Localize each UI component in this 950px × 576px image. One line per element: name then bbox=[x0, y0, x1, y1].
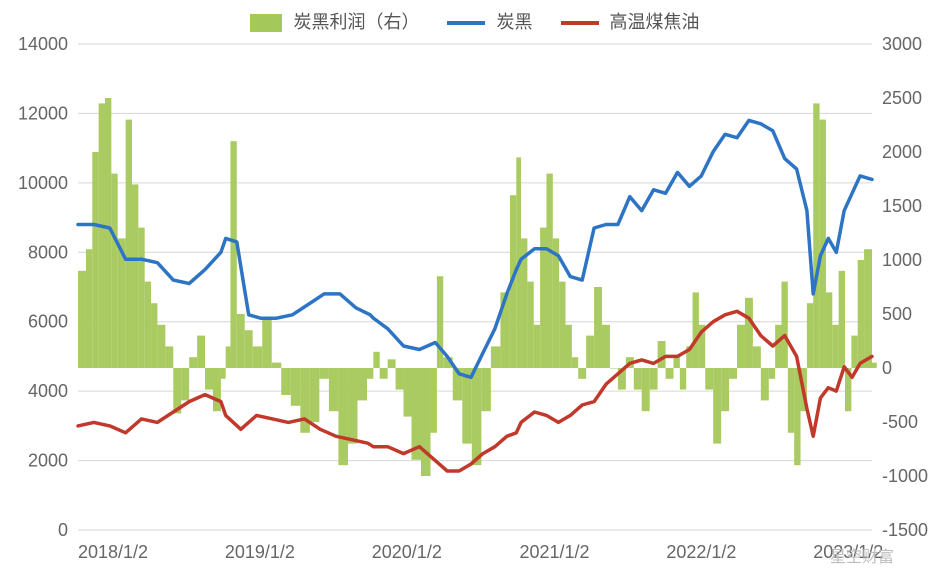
area-swatch-icon bbox=[250, 14, 282, 32]
line-swatch-icon bbox=[447, 21, 485, 25]
svg-text:6000: 6000 bbox=[28, 312, 68, 332]
legend: 炭黑利润（右） 炭黑 高温煤焦油 bbox=[0, 0, 950, 34]
legend-item-coal-tar: 高温煤焦油 bbox=[561, 8, 700, 34]
legend-label: 高温煤焦油 bbox=[610, 12, 700, 32]
svg-text:10000: 10000 bbox=[18, 173, 68, 193]
svg-text:3000: 3000 bbox=[882, 34, 922, 54]
svg-text:-1500: -1500 bbox=[882, 520, 928, 540]
price-profit-chart: 02000400060008000100001200014000-1500-10… bbox=[0, 34, 950, 574]
legend-item-carbon-black: 炭黑 bbox=[447, 8, 532, 34]
profit-area bbox=[78, 98, 877, 476]
line-swatch-icon bbox=[561, 21, 599, 25]
svg-text:12000: 12000 bbox=[18, 103, 68, 123]
svg-text:0: 0 bbox=[58, 520, 68, 540]
svg-text:0: 0 bbox=[882, 358, 892, 378]
legend-label: 炭黑利润（右） bbox=[293, 12, 419, 32]
legend-item-profit: 炭黑利润（右） bbox=[250, 8, 419, 34]
svg-text:2022/1/2: 2022/1/2 bbox=[666, 542, 736, 562]
svg-text:2021/1/2: 2021/1/2 bbox=[519, 542, 589, 562]
svg-text:-1000: -1000 bbox=[882, 466, 928, 486]
svg-text:2000: 2000 bbox=[28, 451, 68, 471]
svg-text:2020/1/2: 2020/1/2 bbox=[372, 542, 442, 562]
svg-text:4000: 4000 bbox=[28, 381, 68, 401]
svg-text:14000: 14000 bbox=[18, 34, 68, 54]
svg-text:8000: 8000 bbox=[28, 242, 68, 262]
svg-text:-500: -500 bbox=[882, 412, 918, 432]
svg-text:2000: 2000 bbox=[882, 142, 922, 162]
watermark: 星空财富 bbox=[830, 548, 894, 566]
svg-text:2019/1/2: 2019/1/2 bbox=[225, 542, 295, 562]
svg-text:1000: 1000 bbox=[882, 250, 922, 270]
svg-text:2018/1/2: 2018/1/2 bbox=[78, 542, 148, 562]
svg-text:1500: 1500 bbox=[882, 196, 922, 216]
svg-text:2500: 2500 bbox=[882, 88, 922, 108]
svg-text:500: 500 bbox=[882, 304, 912, 324]
legend-label: 炭黑 bbox=[497, 12, 533, 32]
